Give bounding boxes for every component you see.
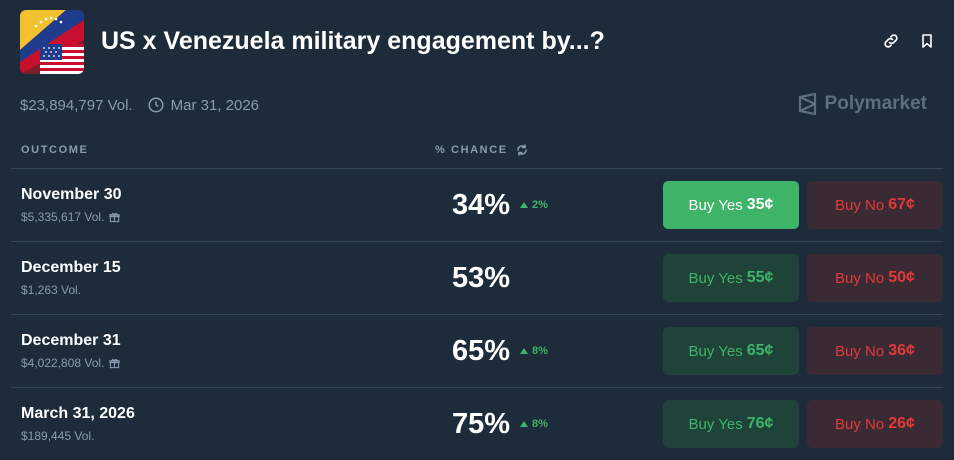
outcome-name: December 31	[21, 332, 121, 349]
market-title: US x Venezuela military engagement by...…	[101, 27, 605, 55]
buy-yes-button[interactable]: Buy Yes 35¢	[663, 181, 799, 229]
outcome-row[interactable]: December 31 $4,022,808 Vol. 65% 8% Buy Y…	[11, 314, 943, 387]
gift-icon	[109, 212, 121, 222]
outcome-chance: 34%	[452, 189, 511, 221]
buy-no-label: Buy No	[835, 196, 885, 214]
chance-delta-value: 8%	[532, 345, 548, 357]
outcome-row[interactable]: November 30 $5,335,617 Vol. 34% 2% Buy Y…	[11, 168, 943, 241]
buy-no-button[interactable]: Buy No 67¢	[807, 181, 943, 229]
market-header: US x Venezuela military engagement by...…	[20, 10, 934, 74]
buy-yes-price: 35¢	[746, 196, 774, 213]
buy-no-price: 67¢	[888, 196, 915, 213]
outcome-header-label: OUTCOME	[21, 144, 89, 156]
market-end-date: Mar 31, 2026	[170, 96, 259, 114]
up-triangle-icon	[520, 421, 528, 427]
outcome-volume: $5,335,617 Vol.	[21, 210, 121, 224]
buy-yes-button[interactable]: Buy Yes 76¢	[663, 400, 799, 448]
buy-yes-label: Buy Yes	[688, 196, 743, 214]
outcome-volume: $1,263 Vol.	[21, 283, 81, 297]
chance-delta-value: 2%	[532, 199, 548, 211]
buy-no-label: Buy No	[835, 342, 885, 360]
polymarket-brand[interactable]: Polymarket	[798, 93, 927, 115]
outcome-row[interactable]: December 15 $1,263 Vol. 53% Buy Yes 55¢ …	[11, 241, 943, 314]
outcomes-list: November 30 $5,335,617 Vol. 34% 2% Buy Y…	[11, 168, 943, 460]
buy-yes-label: Buy Yes	[688, 269, 743, 287]
up-triangle-icon	[520, 348, 528, 354]
outcome-name: November 30	[21, 186, 122, 203]
outcome-chance: 75%	[452, 408, 511, 440]
buy-yes-label: Buy Yes	[688, 415, 743, 433]
outcome-name: March 31, 2026	[21, 405, 135, 422]
buy-no-price: 50¢	[888, 269, 915, 286]
bookmark-icon[interactable]	[916, 30, 938, 52]
outcome-chance: 65%	[452, 335, 511, 367]
chance-column-header: % CHANCE	[435, 144, 528, 156]
buy-yes-price: 76¢	[746, 415, 774, 432]
outcome-volume-text: $4,022,808 Vol.	[21, 356, 105, 370]
gift-icon	[109, 358, 121, 368]
clock-icon	[148, 97, 164, 113]
brand-name: Polymarket	[824, 93, 927, 114]
buy-yes-label: Buy Yes	[688, 342, 743, 360]
buy-no-label: Buy No	[835, 415, 885, 433]
market-volume: $23,894,797 Vol.	[20, 96, 133, 114]
buy-no-button[interactable]: Buy No 36¢	[807, 327, 943, 375]
buy-no-button[interactable]: Buy No 50¢	[807, 254, 943, 302]
outcome-volume: $4,022,808 Vol.	[21, 356, 121, 370]
outcome-row[interactable]: March 31, 2026 $189,445 Vol. 75% 8% Buy …	[11, 387, 943, 460]
chance-delta: 2%	[520, 199, 548, 211]
buy-no-button[interactable]: Buy No 26¢	[807, 400, 943, 448]
market-thumbnail	[20, 10, 84, 74]
buy-no-price: 26¢	[888, 415, 915, 432]
buy-no-label: Buy No	[835, 269, 885, 287]
market-meta: $23,894,797 Vol. Mar 31, 2026	[20, 94, 259, 116]
buy-yes-price: 55¢	[746, 269, 774, 286]
outcome-column-header: OUTCOME	[21, 144, 88, 156]
outcome-volume: $189,445 Vol.	[21, 429, 94, 443]
chance-delta: 8%	[520, 418, 548, 430]
buy-no-price: 36¢	[888, 342, 915, 359]
buy-yes-button[interactable]: Buy Yes 65¢	[663, 327, 799, 375]
outcome-volume-text: $189,445 Vol.	[21, 429, 95, 443]
polymarket-logo-icon	[798, 93, 816, 115]
outcome-name: December 15	[21, 259, 121, 276]
chance-delta: 8%	[520, 345, 548, 357]
outcome-volume-text: $1,263 Vol.	[21, 283, 82, 297]
chance-delta-value: 8%	[532, 418, 548, 430]
up-triangle-icon	[520, 202, 528, 208]
buy-yes-button[interactable]: Buy Yes 55¢	[663, 254, 799, 302]
outcome-chance: 53%	[452, 262, 511, 294]
refresh-icon[interactable]	[516, 144, 528, 156]
link-icon[interactable]	[880, 30, 902, 52]
buy-yes-price: 65¢	[746, 342, 774, 359]
chance-header-label: % CHANCE	[435, 144, 508, 156]
outcome-volume-text: $5,335,617 Vol.	[21, 210, 105, 224]
